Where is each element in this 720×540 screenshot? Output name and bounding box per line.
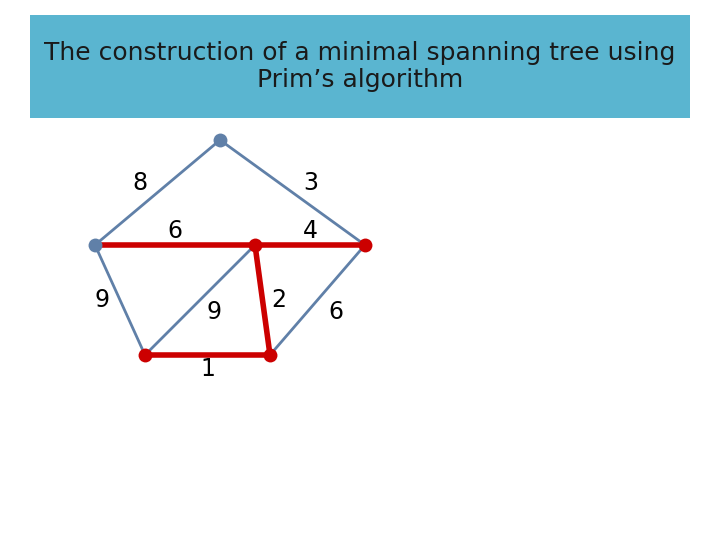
Text: 9: 9 — [207, 300, 222, 324]
Text: The construction of a minimal spanning tree using
Prim’s algorithm: The construction of a minimal spanning t… — [45, 40, 675, 92]
Text: 3: 3 — [303, 171, 318, 194]
Text: 8: 8 — [132, 171, 147, 194]
Text: 6: 6 — [168, 219, 182, 243]
Text: 2: 2 — [271, 288, 286, 312]
Text: 1: 1 — [200, 357, 215, 381]
Bar — [30, 15, 690, 118]
Text: 9: 9 — [94, 288, 109, 312]
Text: 6: 6 — [328, 300, 343, 324]
Text: 4: 4 — [302, 219, 318, 243]
